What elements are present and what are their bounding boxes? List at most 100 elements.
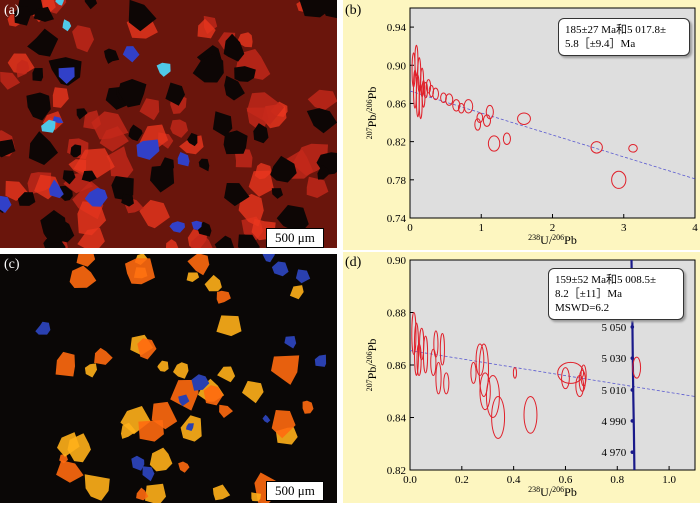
- orange-grain: [187, 254, 210, 276]
- panel-label-a: (a): [4, 3, 20, 18]
- x-tick-label: 0: [407, 222, 413, 234]
- chart-b: 0 1 2 3 4 0.74 0.78 0.82 0.86 0.90 0.94 238U/206Pb 2…: [343, 0, 700, 250]
- dark-grain: [270, 155, 297, 183]
- red-cement-patch: [306, 176, 329, 198]
- blue-grain: [62, 19, 72, 32]
- annotation-d-line-3: MSWD=6.2: [555, 302, 610, 314]
- y-tick-label: 0.84: [387, 413, 407, 425]
- red-cement-patch: [139, 98, 160, 121]
- dark-grain: [234, 66, 256, 82]
- orange-grain: [204, 274, 222, 292]
- x-tick-label: 0.0: [403, 474, 417, 486]
- data-point-ellipse: [470, 361, 477, 384]
- red-cement-patch: [170, 119, 188, 138]
- concordia-age-label: 5 030: [602, 353, 627, 365]
- dark-grain: [17, 192, 36, 206]
- dark-grain: [104, 48, 120, 64]
- x-tick-label: 2: [550, 222, 556, 234]
- dark-grain: [187, 132, 198, 147]
- y-tick-label: 0.78: [387, 175, 407, 187]
- data-point-ellipse: [445, 93, 454, 106]
- data-point-ellipse: [628, 144, 638, 153]
- orange-grain: [84, 474, 110, 501]
- orange-grain: [137, 338, 157, 360]
- concordia-age-tick: [630, 450, 635, 454]
- orange-grain: [136, 487, 149, 501]
- dark-grain: [40, 210, 67, 244]
- scale-bar-a: 500 μm: [266, 228, 324, 248]
- red-cement-patch: [238, 193, 264, 227]
- data-point-ellipse: [502, 132, 511, 145]
- orange-grain: [94, 347, 113, 365]
- concordia-age-label: 5 050: [602, 322, 627, 334]
- orange-grain: [186, 272, 200, 282]
- orange-grain: [145, 483, 166, 503]
- orange-grain: [219, 404, 233, 418]
- dark-grain: [223, 130, 248, 155]
- concordia-age-label: 5 010: [602, 385, 627, 397]
- blue-grain: [131, 455, 145, 471]
- orange-grain: [55, 351, 75, 377]
- micrograph-c-image: [0, 254, 337, 503]
- blue-grain: [58, 67, 75, 84]
- dark-grain: [165, 82, 185, 106]
- red-cement-patch: [16, 59, 30, 78]
- data-point-ellipse: [476, 112, 484, 124]
- dark-grain: [224, 183, 250, 207]
- dark-grain: [224, 75, 245, 101]
- dark-grain: [70, 144, 82, 158]
- dark-grain: [306, 108, 337, 134]
- concordia-age-tick: [630, 419, 635, 423]
- orange-grain: [57, 432, 80, 457]
- y-tick-label: 0.86: [387, 98, 407, 110]
- orange-grain: [271, 355, 300, 385]
- data-point-ellipse: [474, 118, 482, 131]
- orange-grain: [125, 258, 155, 285]
- orange-grain: [84, 363, 97, 378]
- data-point-ellipse: [422, 335, 429, 374]
- data-point-ellipse: [425, 79, 432, 94]
- data-point-ellipse: [430, 348, 437, 376]
- y-tick-label: 0.82: [387, 137, 406, 149]
- data-point-ellipse: [452, 99, 461, 112]
- red-cement-patch: [236, 32, 253, 48]
- dark-grain: [57, 185, 73, 201]
- blue-grain: [41, 119, 56, 133]
- data-point-ellipse: [421, 80, 426, 108]
- blue-grain: [262, 414, 271, 423]
- dark-grain: [62, 170, 76, 185]
- data-point-ellipse: [479, 372, 491, 411]
- blue-grain: [142, 466, 155, 482]
- orange-grain: [121, 422, 137, 439]
- y-axis-label: 207Pb/206Pb: [365, 339, 379, 392]
- age-annotation-d: 159±52 Ma和5 008.5± 8.2［±11］Ma MSWD=6.2: [548, 268, 684, 320]
- dark-grain: [76, 108, 88, 120]
- concordia-age-label: 4 970: [602, 447, 627, 459]
- red-cement-patch: [106, 146, 134, 178]
- dark-grain: [121, 193, 134, 207]
- red-cement-patch: [77, 227, 105, 248]
- blue-grain: [0, 195, 12, 213]
- blue-grain: [314, 354, 327, 367]
- orange-grain: [178, 461, 190, 473]
- dark-grain: [0, 139, 16, 158]
- red-cement-patch: [190, 232, 213, 248]
- blue-grain: [84, 187, 108, 207]
- x-tick-label: 3: [621, 222, 627, 234]
- panel-label-c: (c): [4, 257, 20, 272]
- orange-grain: [271, 410, 296, 439]
- data-point-ellipse: [439, 333, 445, 366]
- dark-grain: [81, 170, 97, 182]
- data-point-ellipse: [413, 322, 420, 376]
- orange-grain: [216, 290, 231, 304]
- y-axis-label: 207Pb/206Pb: [365, 87, 379, 140]
- x-tick-label: 0.6: [559, 474, 573, 486]
- blue-grain: [177, 152, 190, 167]
- data-point-ellipse: [632, 356, 642, 379]
- x-tick-label: 4: [692, 222, 698, 234]
- micrograph-c: (c) 500 μm: [0, 254, 337, 503]
- red-cement-patch: [197, 18, 216, 39]
- red-cement-patch: [0, 71, 21, 90]
- blue-grain: [191, 220, 202, 230]
- y-tick-label: 0.74: [387, 213, 407, 225]
